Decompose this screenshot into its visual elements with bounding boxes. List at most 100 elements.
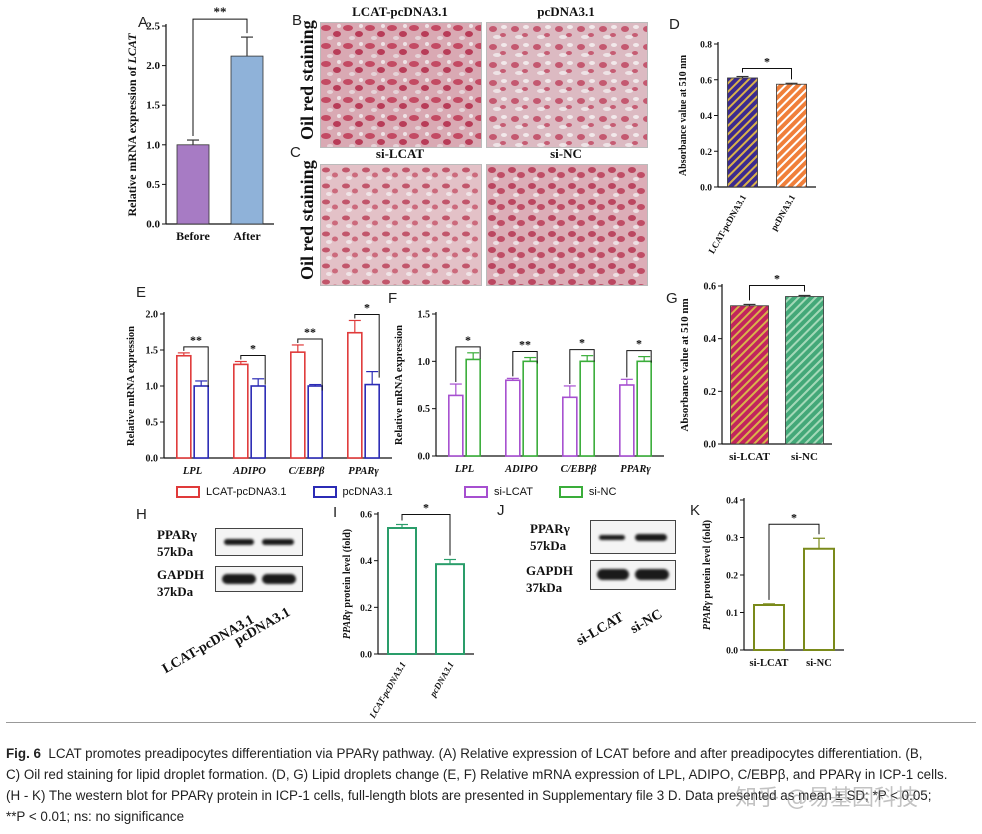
bar [250,385,266,459]
blot-h-target-bands [215,528,303,556]
y-tick-label: 0.0 [360,651,372,661]
band [262,574,296,584]
band [635,569,669,580]
bar [803,547,835,651]
blot-j-lane-1: si-LCAT [574,610,627,649]
significance-bracket [512,351,538,377]
x-tick-label: LCAT-pcDNA3.1 [706,193,748,256]
significance-label: * [774,271,780,285]
bar [230,55,264,225]
legend-label-si-nc: si-NC [588,486,617,498]
y-axis-label: Relative mRNA expression [126,326,137,446]
stain-label-c-left: si-LCAT [375,146,425,161]
y-axis-label: Absorbance value at 510 nm [679,298,691,431]
panel-letter-f: F [388,290,398,307]
y-tick-label: 0.4 [700,112,712,122]
y-axis-label: PPARγ protein level (fold) [342,529,353,639]
x-tick-label: si-LCAT [750,658,789,669]
panel-letter-j: J [497,502,505,519]
bar [233,363,249,459]
x-tick-label: pcDNA3.1 [427,660,456,699]
band [222,574,256,584]
y-tick-label: 1.5 [418,310,431,321]
legend-swatch-si-nc [558,486,583,498]
significance-label: * [423,501,429,515]
legend-e: LCAT-pcDNA3.1 pcDNA3.1 [176,486,393,498]
bar [387,527,417,655]
oil-red-image-pcdna [486,22,648,148]
y-tick-label: 1.5 [146,100,160,112]
bar [435,563,465,656]
bar [465,358,481,457]
caption-line-3: (H - K) The western blot for PPARγ prote… [6,788,932,803]
blot-j-target-name: PPARγ [530,521,570,536]
y-tick-label: 2.5 [146,21,160,33]
band [635,534,667,541]
significance-bracket [768,523,820,600]
blot-h-target: PPARγ 57kDa [157,526,197,560]
y-tick-label: 0.2 [700,148,712,158]
blot-h-target-name: PPARγ [157,527,197,542]
x-tick-label: LCAT-pcDNA3.1 [367,660,408,721]
x-tick-label: Before [176,229,210,243]
significance-label: ** [519,338,531,352]
y-axis-label-part: LCAT [125,33,139,65]
y-tick-label: 0.6 [704,282,717,293]
stain-label-b-left: LCAT-pcDNA3.1 [352,4,448,19]
significance-bracket [569,349,595,384]
blot-h-control-size: 37kDa [157,584,194,599]
y-tick-label: 0.5 [146,418,159,429]
y-tick-label: 0.0 [726,647,738,657]
caption-line-4: **P < 0.01; ns: no significance [6,809,185,824]
x-tick-label: ADIPO [232,466,266,477]
band [599,535,625,540]
significance-bracket [297,338,323,391]
band [224,539,254,545]
y-tick-label: 0.0 [418,452,431,463]
x-tick-label: pcDNA3.1 [769,193,798,233]
significance-bracket [401,514,451,556]
significance-label: * [364,300,370,314]
y-tick-label: 0.1 [726,609,738,619]
oil-red-image-si-lcat [320,164,482,286]
bar [776,83,807,188]
panel-letter-c: C [290,144,301,161]
bar [347,331,363,459]
blot-j-lane-2: si-NC [628,606,666,637]
x-tick-label: ADIPO [504,464,538,475]
y-tick-label: 2.0 [146,310,159,321]
significance-bracket [192,18,248,137]
panel-letter-a: A [138,14,149,31]
caption-line-1: Fig. 6 LCAT promotes preadipocytes diffe… [6,743,976,764]
blot-j-target-bands [590,520,676,554]
y-tick-label: 0.5 [418,404,431,415]
bar [505,379,521,457]
chart-f: 0.0 0.5 1.0 1.5 Relative mRNA expression * LPL… [394,310,664,475]
bar [193,385,209,459]
y-tick-label: 0.0 [700,184,712,194]
caption-line-1-text: LCAT promotes preadipocytes differentiat… [48,746,923,761]
oil-red-image-lcat-pcdna [320,22,482,148]
y-axis-label: Absorbance value at 510 nm [678,54,689,176]
significance-bracket [354,313,380,378]
x-tick-label: PPARγ [348,466,379,477]
blot-j-control-name: GAPDH [526,563,573,578]
bar [579,360,595,457]
legend-label-si-lcat: si-LCAT [494,486,533,498]
chart-e: 0.0 0.5 1.0 1.5 2.0 Relative mRNA expression *… [126,300,392,477]
caption-divider [6,722,976,723]
blot-h-target-size: 57kDa [157,544,194,559]
legend-swatch-lcat-pcdna [176,486,200,498]
bar [448,394,464,457]
blot-j-control-bands [590,560,676,590]
x-tick-label: si-NC [791,451,818,463]
significance-bracket [626,350,652,378]
panel-letter-g: G [666,290,678,307]
chart-g: 0.0 0.2 0.4 0.6 Absorbance value at 510 nm si… [679,271,832,463]
y-tick-label: 1.5 [146,346,159,357]
y-tick-label: 0.2 [726,572,738,582]
panel-letter-i: I [333,504,338,521]
blot-j-target-size: 57kDa [530,538,567,553]
bar [727,77,758,188]
bar [785,296,824,445]
